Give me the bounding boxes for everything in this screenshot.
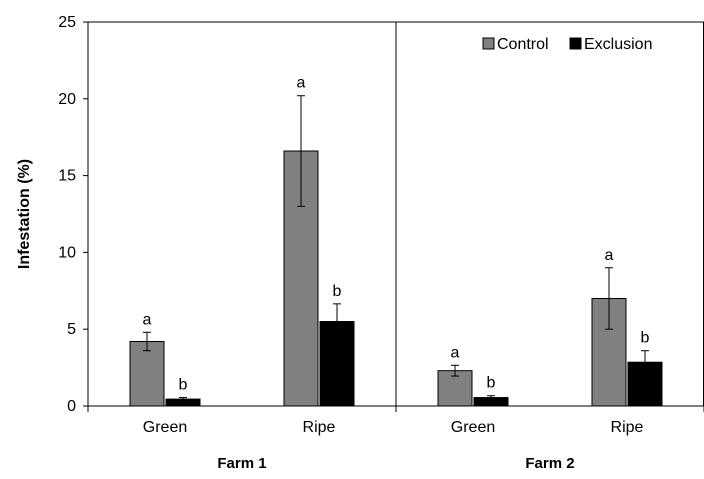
legend-swatch-control xyxy=(482,37,495,50)
y-tick-label: 5 xyxy=(67,321,76,338)
bars xyxy=(129,95,663,407)
x-category-label: Green xyxy=(143,419,187,436)
significance-label: a xyxy=(605,247,614,264)
bar-control xyxy=(129,340,165,407)
y-axis-label: Infestation (%) xyxy=(16,159,33,269)
y-tick-label: 15 xyxy=(58,168,76,185)
legend-label-exclusion: Exclusion xyxy=(584,36,652,53)
x-category-label: Green xyxy=(451,419,495,436)
y-tick-label: 0 xyxy=(67,398,76,415)
significance-label: b xyxy=(179,377,188,394)
labels: 0 5 10 15 20 25 Infestation (%) Green a b Ripe a b Fa… xyxy=(16,14,650,472)
x-category-label: Ripe xyxy=(611,419,644,436)
legend-label-control: Control xyxy=(497,36,549,53)
significance-label: a xyxy=(143,311,152,328)
legend-swatch-exclusion xyxy=(569,37,582,50)
significance-label: b xyxy=(641,330,650,347)
y-tick-label: 20 xyxy=(58,91,76,108)
y-tick-label: 10 xyxy=(58,244,76,261)
bar-control xyxy=(437,370,473,407)
legend: Control Exclusion xyxy=(482,36,652,53)
significance-label: a xyxy=(451,344,460,361)
significance-label: b xyxy=(333,283,342,300)
x-category-label: Ripe xyxy=(303,419,336,436)
significance-label: a xyxy=(297,75,306,92)
x-group-label: Farm 1 xyxy=(217,455,266,472)
significance-label: b xyxy=(487,375,496,392)
x-group-label: Farm 2 xyxy=(525,455,574,472)
y-tick-label: 25 xyxy=(58,14,76,31)
